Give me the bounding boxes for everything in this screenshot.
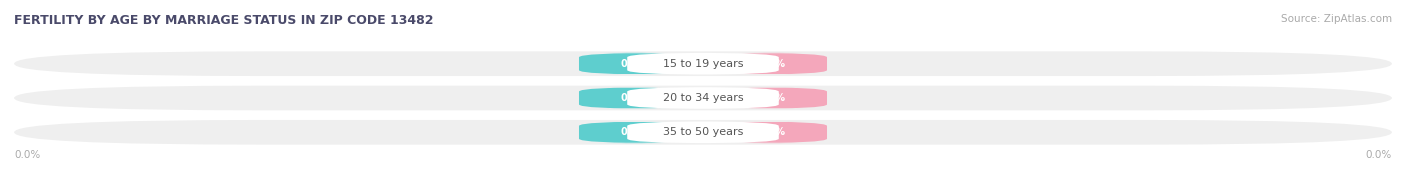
Text: FERTILITY BY AGE BY MARRIAGE STATUS IN ZIP CODE 13482: FERTILITY BY AGE BY MARRIAGE STATUS IN Z… (14, 14, 433, 27)
Text: 0.0%: 0.0% (758, 127, 786, 137)
Text: 0.0%: 0.0% (620, 93, 648, 103)
FancyBboxPatch shape (14, 51, 1392, 76)
Text: 0.0%: 0.0% (14, 150, 41, 160)
FancyBboxPatch shape (627, 87, 779, 109)
FancyBboxPatch shape (717, 122, 827, 143)
FancyBboxPatch shape (579, 122, 689, 143)
FancyBboxPatch shape (627, 53, 779, 74)
FancyBboxPatch shape (14, 120, 1392, 145)
FancyBboxPatch shape (717, 87, 827, 109)
FancyBboxPatch shape (579, 87, 689, 109)
Text: 0.0%: 0.0% (758, 93, 786, 103)
Legend: Married, Unmarried: Married, Unmarried (623, 193, 783, 196)
FancyBboxPatch shape (627, 122, 779, 143)
Text: 20 to 34 years: 20 to 34 years (662, 93, 744, 103)
Text: Source: ZipAtlas.com: Source: ZipAtlas.com (1281, 14, 1392, 24)
Text: 0.0%: 0.0% (620, 59, 648, 69)
Text: 15 to 19 years: 15 to 19 years (662, 59, 744, 69)
FancyBboxPatch shape (579, 53, 689, 74)
Text: 0.0%: 0.0% (1365, 150, 1392, 160)
Text: 0.0%: 0.0% (758, 59, 786, 69)
Text: 35 to 50 years: 35 to 50 years (662, 127, 744, 137)
FancyBboxPatch shape (717, 53, 827, 74)
FancyBboxPatch shape (14, 86, 1392, 110)
Text: 0.0%: 0.0% (620, 127, 648, 137)
